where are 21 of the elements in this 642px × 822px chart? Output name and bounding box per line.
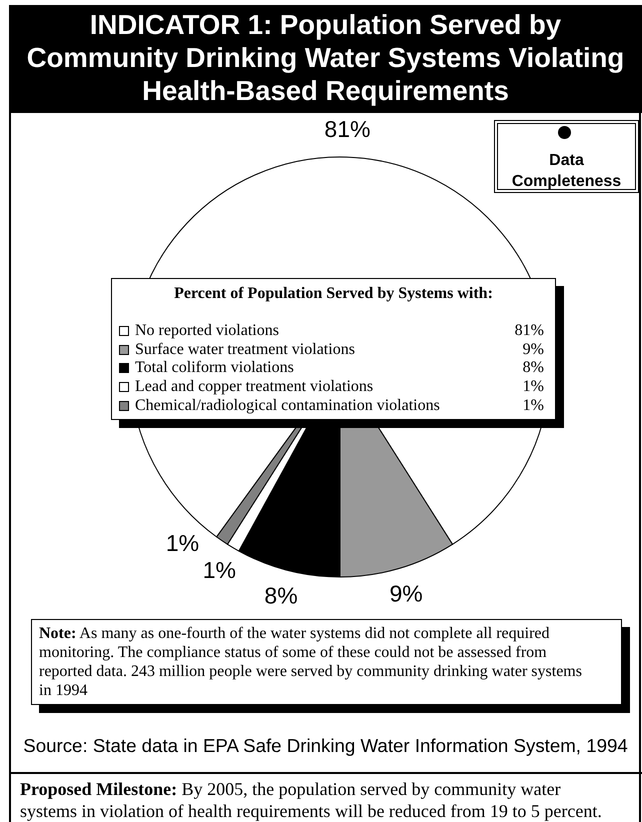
legend-label: Lead and copper treatment violations <box>135 378 374 396</box>
badge-frame: Data Completeness <box>494 120 639 193</box>
data-label: 9% <box>389 580 423 607</box>
data-label: 81% <box>324 116 370 142</box>
text: 8% <box>522 359 544 376</box>
text: 9% <box>522 340 544 358</box>
text: 81% <box>514 322 544 339</box>
legend-label: Chemical/radiological contamination violations <box>135 396 440 414</box>
data-label: 8% <box>264 582 298 609</box>
legend-label: Surface water treatment violations <box>135 340 355 358</box>
title-banner: INDICATOR 1: Population Served by Community Drinking Water Systems Violating Health-Based Requirements <box>9 5 642 113</box>
text: 1% <box>522 378 544 396</box>
data-label: 1% <box>166 530 200 556</box>
text: 1% <box>522 396 544 414</box>
note-panel: Note: As many as one-fourth of the water systems did not complete all required monitoring. The compliance status of some of these could not be assessed from reported data. 243 million people were served by community drinking water systems in 1994 <box>31 619 630 713</box>
legend-label: No reported violations <box>135 322 279 339</box>
legend-label: Total coliform violations <box>135 359 294 376</box>
source-note: Source: State data in EPA Safe Drinking Water Information System, 1994 <box>22 734 629 758</box>
legend-title: Percent of Population Served by Systems with: <box>173 284 494 303</box>
text: Proposed Milestone: By 2005, the population served by community water systems in violation of health requirements will be reduced from 19 to 5 percent. <box>20 778 603 822</box>
data-label: 1% <box>202 556 236 583</box>
